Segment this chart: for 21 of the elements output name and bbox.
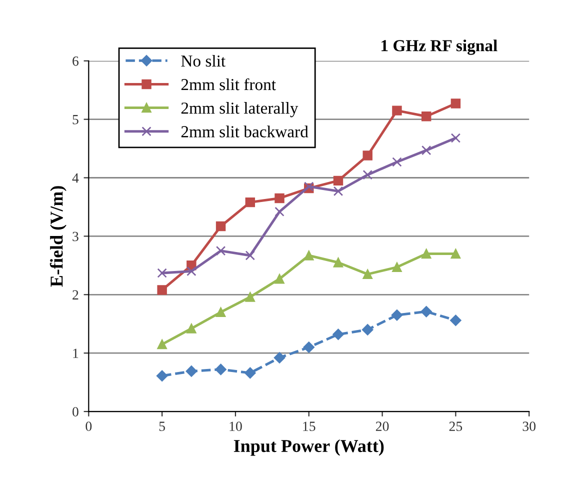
y-tick-label: 2 bbox=[72, 290, 78, 300]
y-axis-title: E-field (V/m) bbox=[50, 186, 66, 287]
y-tick-label: 5 bbox=[72, 115, 78, 124]
legend-label: 2mm slit laterally bbox=[181, 102, 298, 118]
x-tick-label: 10 bbox=[230, 422, 242, 432]
y-tick-label: 6 bbox=[72, 56, 79, 66]
x-tick-label: 25 bbox=[449, 422, 462, 432]
legend-label: 2mm slit front bbox=[181, 78, 276, 90]
y-tick-label: 0 bbox=[72, 407, 78, 416]
x-axis-title: Input Power (Watt) bbox=[234, 439, 384, 456]
y-tick-label: 4 bbox=[72, 173, 79, 183]
legend-label: 2mm slit backward bbox=[181, 126, 308, 138]
x-tick-label: 30 bbox=[522, 422, 536, 432]
x-tick-label: 15 bbox=[303, 422, 316, 432]
legend-label: No slit bbox=[181, 54, 226, 67]
x-tick-label: 0 bbox=[86, 422, 92, 432]
text: 1 GHz RF signal bbox=[382, 40, 498, 55]
x-tick-label: 5 bbox=[159, 422, 165, 432]
y-tick-label: 1 bbox=[73, 348, 78, 358]
y-tick-label: 3 bbox=[72, 232, 78, 242]
x-tick-label: 20 bbox=[376, 422, 389, 432]
